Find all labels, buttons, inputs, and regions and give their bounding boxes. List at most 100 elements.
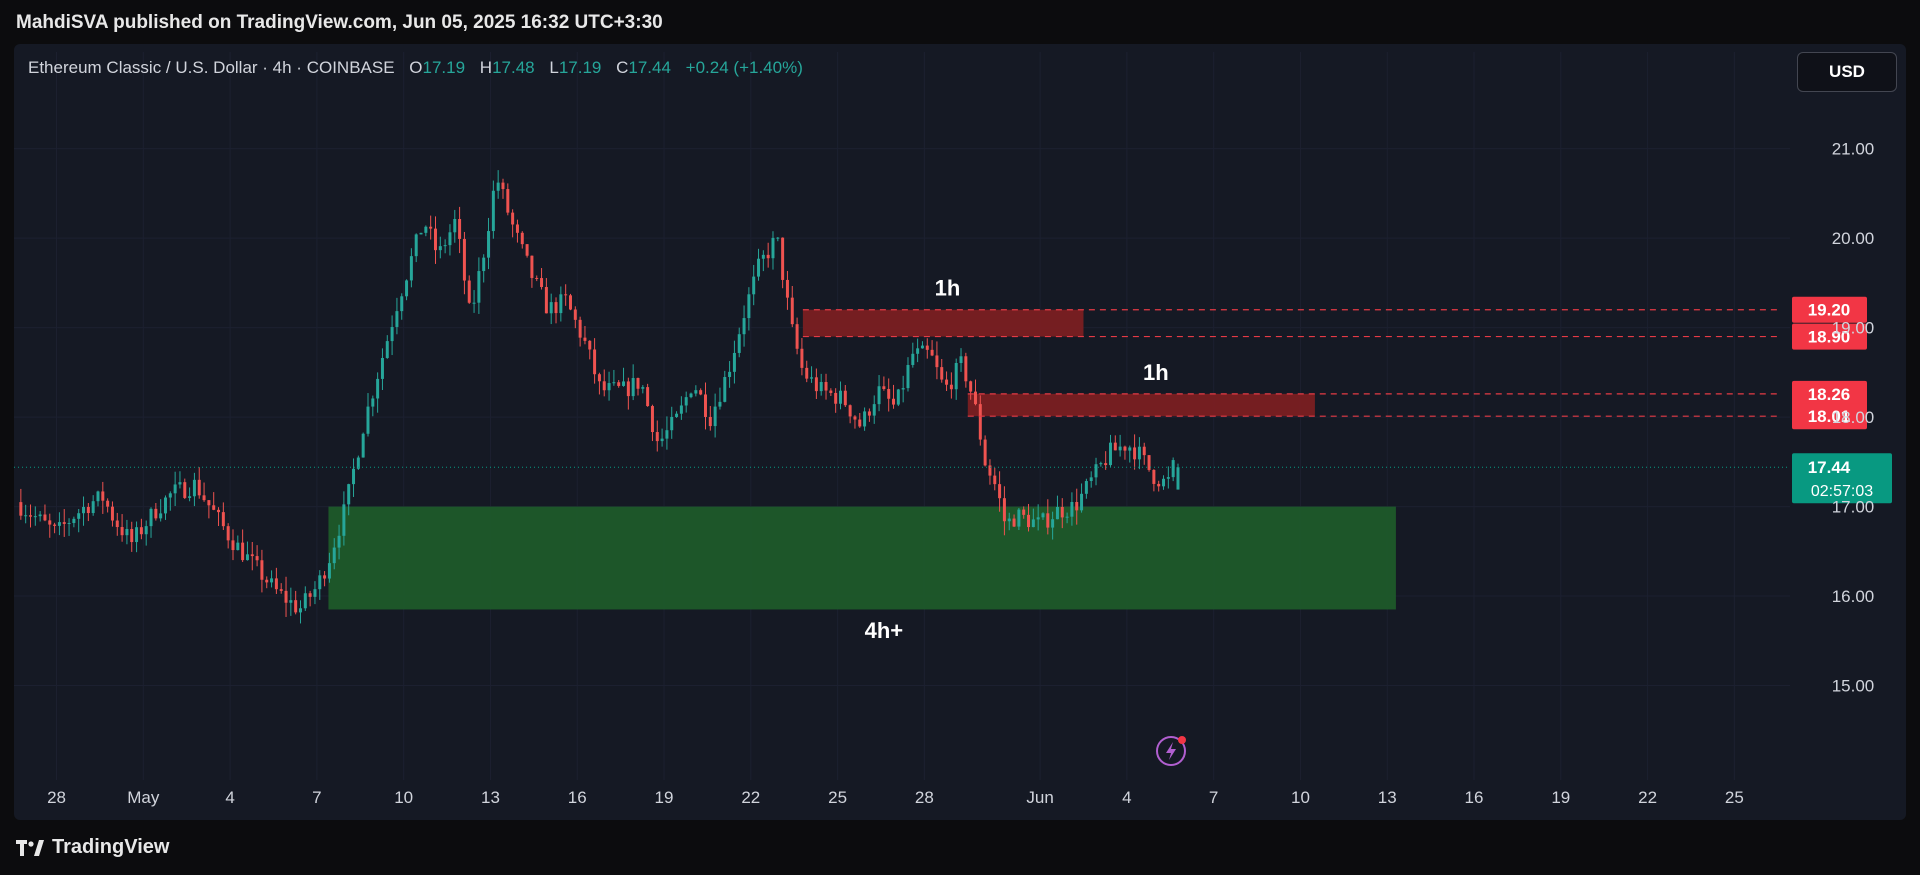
candle-body [810, 377, 814, 379]
candle-body [1123, 446, 1127, 451]
candle-body [631, 378, 635, 397]
candle-body [274, 578, 278, 590]
candle-body [241, 542, 245, 561]
candle-body [255, 556, 259, 561]
candle-body [737, 334, 741, 353]
candle-body [245, 554, 249, 561]
candle-body [834, 392, 838, 404]
candle-body [597, 374, 601, 382]
change-value: +0.24 (+1.40%) [685, 58, 803, 77]
candle-body [679, 405, 683, 414]
candle-body [1046, 513, 1050, 528]
candle-body [530, 255, 534, 278]
chart-panel[interactable] [14, 44, 1906, 820]
x-tick-label: 25 [828, 788, 847, 807]
candle-body [863, 411, 867, 427]
candle-body [144, 526, 148, 535]
candle-body [19, 502, 23, 516]
candle-body [1036, 517, 1040, 520]
candle-body [1142, 446, 1146, 456]
candle-body [882, 386, 886, 390]
candle-body [607, 383, 611, 391]
candle-body [665, 430, 669, 439]
candle-body [1104, 463, 1108, 466]
x-tick-label: 10 [1291, 788, 1310, 807]
candle-body [1080, 493, 1084, 511]
candle-body [1002, 498, 1006, 522]
footer-brand-text: TradingView [52, 836, 170, 858]
candle-body [183, 482, 187, 498]
candle-body [221, 512, 225, 527]
candle-body [212, 505, 216, 510]
price-tag-label: 18.26 [1808, 385, 1851, 404]
candle-body [1133, 447, 1137, 460]
x-tick-label: 13 [481, 788, 500, 807]
candle-body [535, 277, 539, 279]
candle-body [347, 484, 351, 505]
candle-body [549, 302, 553, 314]
price-tag-label: 19.20 [1808, 301, 1851, 320]
candle-body [361, 433, 365, 458]
candle-body [1147, 455, 1151, 470]
candle-body [602, 381, 606, 391]
candle-body [202, 495, 206, 501]
candle-body [72, 518, 76, 524]
x-tick-label: 4 [225, 788, 234, 807]
candle-body [1022, 509, 1026, 515]
candle-body [477, 271, 481, 303]
candle-body [438, 246, 442, 251]
low-value: 17.19 [558, 58, 602, 77]
footer-brand[interactable]: TradingView [16, 836, 169, 859]
candle-body [588, 340, 592, 350]
candle-body [265, 579, 269, 583]
candle-body [896, 389, 900, 405]
candle-body [713, 406, 717, 427]
y-tick-label: 17.00 [1832, 498, 1875, 517]
y-tick-label: 15.00 [1832, 677, 1875, 696]
candles-layer [19, 170, 1180, 624]
candle-body [62, 522, 66, 524]
candle-body [1075, 502, 1079, 511]
candle-body [313, 589, 317, 597]
candle-body [217, 509, 221, 513]
notification-dot-icon [1178, 736, 1186, 744]
candle-body [641, 387, 645, 389]
x-tick-label: 16 [1465, 788, 1484, 807]
candle-body [458, 219, 462, 239]
supply-zone [802, 309, 1084, 337]
zone-label: 4h+ [865, 618, 904, 643]
candle-body [906, 364, 910, 389]
candle-body [757, 258, 761, 277]
candle-body [771, 237, 775, 259]
candle-body [805, 367, 809, 379]
candle-body [858, 419, 862, 427]
candle-body [838, 390, 842, 404]
y-tick-label: 19.00 [1832, 319, 1875, 338]
candle-body [414, 234, 418, 257]
price-tag [1792, 380, 1867, 407]
candle-body [342, 504, 346, 536]
candle-body [154, 508, 158, 519]
candle-body [270, 578, 274, 583]
candle-body [1108, 442, 1112, 466]
candle-body [448, 232, 452, 246]
lightning-icon[interactable] [1156, 736, 1186, 766]
candle-body [1113, 442, 1117, 451]
candle-body [901, 388, 905, 390]
candle-body [867, 411, 871, 416]
candle-body [496, 182, 500, 191]
candle-body [159, 513, 163, 519]
price-tag-label: 18.90 [1808, 328, 1851, 347]
candle-body [1041, 513, 1045, 518]
candle-body [139, 527, 143, 535]
candle-body [376, 378, 380, 399]
candle-body [135, 527, 139, 543]
candle-body [1055, 506, 1059, 520]
candle-body [91, 501, 95, 514]
candle-body [284, 590, 288, 603]
currency-button[interactable]: USD [1797, 52, 1897, 92]
candle-body [197, 479, 201, 496]
candle-body [853, 416, 857, 420]
zones-layer [328, 309, 1396, 610]
